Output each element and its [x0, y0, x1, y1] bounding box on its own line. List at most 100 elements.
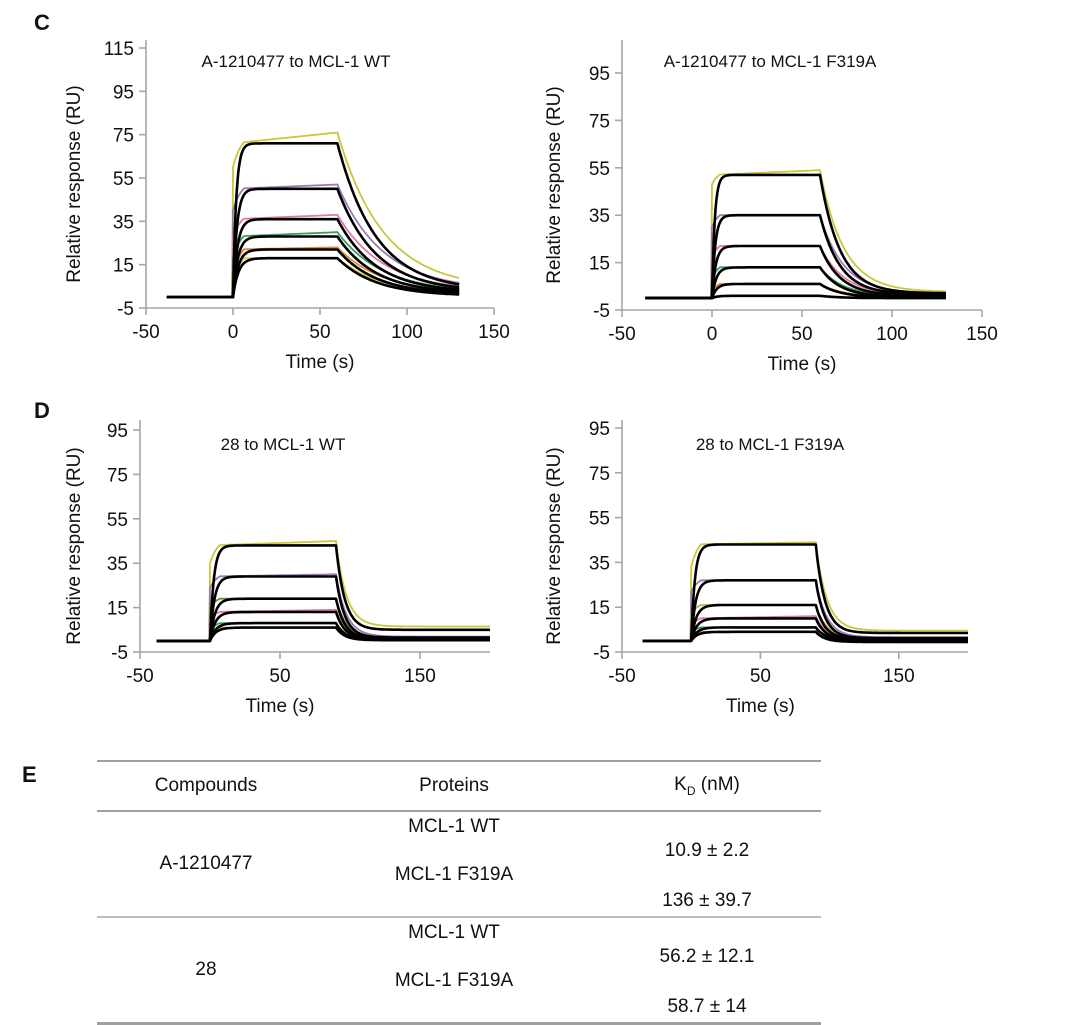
protein-cell: MCL-1 F319A: [315, 970, 593, 1025]
sensorgram-chart-c2: -5 15 35 55 75 95 -50 0 50 100 150 A-1210477 to MCL…: [544, 40, 998, 375]
chart-title: 28 to MCL-1 WT: [221, 435, 346, 454]
fit-curve-series: [156, 575, 491, 643]
x-tick-label: 50: [750, 666, 771, 687]
x-tick-label: 150: [404, 666, 436, 687]
x-tick-label: 0: [707, 324, 718, 345]
fit-curve-series: [642, 543, 969, 643]
header-compounds: Compounds: [97, 760, 315, 812]
table-row: MCL-1 F319A 136 ± 39.7: [97, 864, 821, 918]
fit-curve-series: [642, 626, 969, 643]
x-tick-label: 150: [478, 322, 510, 343]
x-tick-label: 100: [876, 324, 908, 345]
raw-data-series: [642, 541, 968, 642]
x-tick-label: 150: [883, 666, 915, 687]
raw-data-series: [645, 169, 946, 299]
kd-symbol: K: [674, 774, 687, 796]
x-tick-label: 50: [269, 666, 290, 687]
y-tick-label: 55: [107, 510, 128, 531]
y-tick-label: 55: [589, 159, 610, 180]
kd-subscript: D: [686, 783, 696, 798]
fit-curve-series: [166, 187, 460, 299]
y-axis-title: Relative response (RU): [544, 86, 565, 283]
x-tick-label: -50: [608, 324, 635, 345]
y-tick-label: 15: [589, 598, 610, 619]
kd-table: Compounds Proteins KD (nM) A-1210477 MCL…: [97, 760, 821, 1025]
chart-title: A-1210477 to MCL-1 WT: [202, 52, 391, 71]
header-proteins: Proteins: [315, 760, 593, 812]
y-tick-label: 35: [113, 212, 134, 233]
fit-curve-series: [156, 544, 491, 643]
sensorgram-chart-c1: -5 15 35 55 75 95 115 -50 0 50 100 150 A-1210477 to …: [64, 39, 510, 373]
fit-curve-series: [156, 597, 491, 643]
header-kd: KD (nM): [593, 760, 821, 812]
protein-cell: MCL-1 WT: [408, 922, 500, 943]
y-tick-label: 55: [113, 169, 134, 190]
table-header-row: Compounds Proteins KD (nM): [97, 760, 821, 812]
table-row: A-1210477 MCL-1 WT 10.9 ± 2.2: [97, 811, 821, 918]
protein-cell: MCL-1 WT: [408, 816, 500, 837]
y-tick-label: 115: [104, 39, 134, 60]
y-tick-label: -5: [117, 299, 134, 320]
fit-curve-series: [645, 213, 947, 300]
table-row: 28 MCL-1 WT 56.2 ± 12.1: [97, 917, 821, 1025]
y-tick-label: 35: [589, 206, 610, 227]
y-tick-label: 35: [589, 553, 610, 574]
kd-cell: 58.7 ± 14: [593, 970, 821, 1025]
y-tick-label: -5: [593, 643, 610, 664]
kd-cell: 136 ± 39.7: [593, 864, 821, 918]
x-axis-title: Time (s): [726, 696, 795, 717]
fit-curve-series: [645, 294, 947, 300]
y-tick-label: 75: [589, 111, 610, 132]
compound-cell: 28: [97, 917, 315, 1025]
kd-unit: (nM): [695, 774, 740, 796]
chart-title: A-1210477 to MCL-1 F319A: [664, 52, 877, 71]
y-tick-label: -5: [111, 643, 128, 664]
y-tick-label: 95: [113, 82, 134, 103]
raw-data-series: [166, 213, 460, 299]
panel-label-e: E: [22, 762, 37, 787]
y-tick-label: 55: [589, 509, 610, 530]
x-tick-label: 0: [228, 322, 239, 343]
y-axis-title: Relative response (RU): [64, 85, 85, 282]
y-tick-label: 35: [107, 554, 128, 575]
x-axis-title: Time (s): [246, 696, 315, 717]
sensorgram-chart-d2: -5 15 35 55 75 95 -50 50 150 28 to MCL-1 F319A Tim…: [544, 419, 969, 717]
panel-label-d: D: [34, 398, 50, 423]
x-axis-title: Time (s): [286, 352, 355, 373]
x-tick-label: -50: [608, 666, 635, 687]
y-tick-label: 75: [113, 126, 134, 147]
y-tick-label: 95: [589, 419, 610, 440]
y-tick-label: -5: [593, 301, 610, 322]
y-tick-label: 15: [107, 599, 128, 620]
x-tick-label: 100: [391, 322, 423, 343]
y-axis-title: Relative response (RU): [64, 447, 85, 644]
sensorgram-chart-d1: -5 15 35 55 75 95 -50 50 150 28 to MCL-1 WT Time (…: [64, 420, 491, 717]
fit-curve-series: [156, 626, 491, 643]
y-tick-label: 95: [589, 64, 610, 85]
chart-title: 28 to MCL-1 F319A: [696, 435, 845, 454]
y-tick-label: 75: [589, 464, 610, 485]
y-axis-title: Relative response (RU): [544, 447, 565, 644]
raw-data-series: [645, 214, 947, 299]
kd-cell: 56.2 ± 12.1: [659, 946, 755, 967]
raw-data-series: [156, 540, 490, 642]
x-tick-label: -50: [132, 322, 159, 343]
fit-curve-series: [642, 630, 969, 644]
y-tick-label: 75: [107, 465, 128, 486]
y-tick-label: 15: [589, 254, 610, 275]
x-tick-label: 50: [309, 322, 330, 343]
fit-curve-series: [166, 256, 460, 299]
compound-cell: A-1210477: [97, 811, 315, 918]
y-tick-label: 95: [107, 421, 128, 442]
raw-data-series: [166, 183, 460, 299]
raw-data-series: [156, 597, 490, 642]
x-tick-label: 50: [791, 324, 812, 345]
panel-label-c: C: [34, 10, 50, 35]
y-tick-label: 15: [113, 256, 134, 277]
fit-curve-series: [645, 173, 947, 300]
kd-cell: 10.9 ± 2.2: [664, 840, 750, 861]
x-axis-title: Time (s): [768, 354, 837, 375]
x-tick-label: -50: [126, 666, 153, 687]
x-tick-label: 150: [966, 324, 998, 345]
protein-cell: MCL-1 F319A: [315, 864, 593, 918]
